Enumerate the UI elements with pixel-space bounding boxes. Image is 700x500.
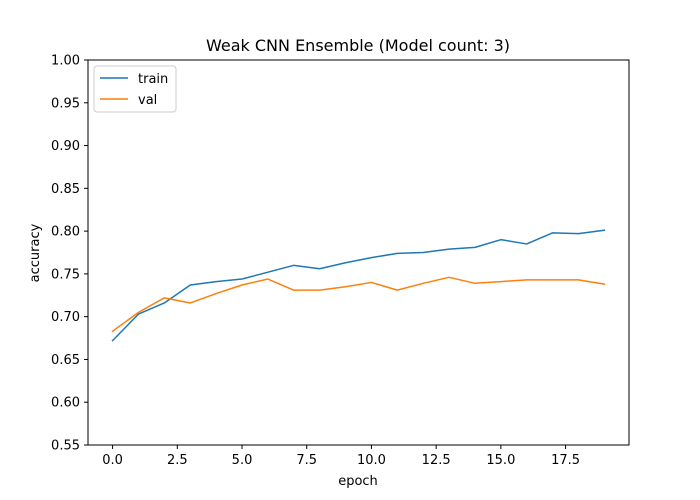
y-tick-label: 0.75: [51, 267, 80, 282]
legend: train val: [93, 65, 177, 113]
y-tick-label: 0.85: [51, 182, 80, 197]
y-tick-label: 0.60: [51, 396, 80, 411]
y-tick-label: 0.90: [51, 139, 80, 154]
x-tick-label: 17.5: [551, 453, 580, 468]
x-tick-label: 2.5: [167, 453, 188, 468]
y-axis: 0.55 0.60 0.65 0.70 0.75 0.80 0.85 0.90 0.95 1.00: [51, 54, 88, 454]
x-tick-label: 5.0: [232, 453, 253, 468]
x-tick-label: 15.0: [486, 453, 515, 468]
plot-area: [87, 59, 630, 446]
series-line-val: [111, 276, 606, 333]
y-axis-title: accuracy: [28, 223, 43, 282]
x-tick-label: 10.0: [357, 453, 386, 468]
x-tick-label: 7.5: [296, 453, 317, 468]
chart-title: Weak CNN Ensemble (Model count: 3): [206, 36, 510, 55]
y-tick-label: 0.80: [51, 225, 80, 240]
legend-label-train: train: [138, 72, 168, 87]
x-tick-label: 0.0: [102, 453, 123, 468]
y-tick-label: 0.55: [51, 439, 80, 454]
x-tick-label: 12.5: [422, 453, 451, 468]
series-line-train: [111, 229, 606, 342]
y-tick-label: 0.70: [51, 310, 80, 325]
x-axis: 0.0 2.5 5.0 7.5 10.0 12.5 15.0 17.5: [102, 445, 580, 468]
series-layer: [111, 229, 606, 342]
y-tick-label: 0.65: [51, 353, 80, 368]
legend-label-val: val: [138, 93, 157, 108]
x-axis-title: epoch: [338, 474, 378, 489]
y-tick-label: 1.00: [51, 54, 80, 69]
plot-frame: [87, 59, 630, 446]
y-tick-label: 0.95: [51, 96, 80, 111]
